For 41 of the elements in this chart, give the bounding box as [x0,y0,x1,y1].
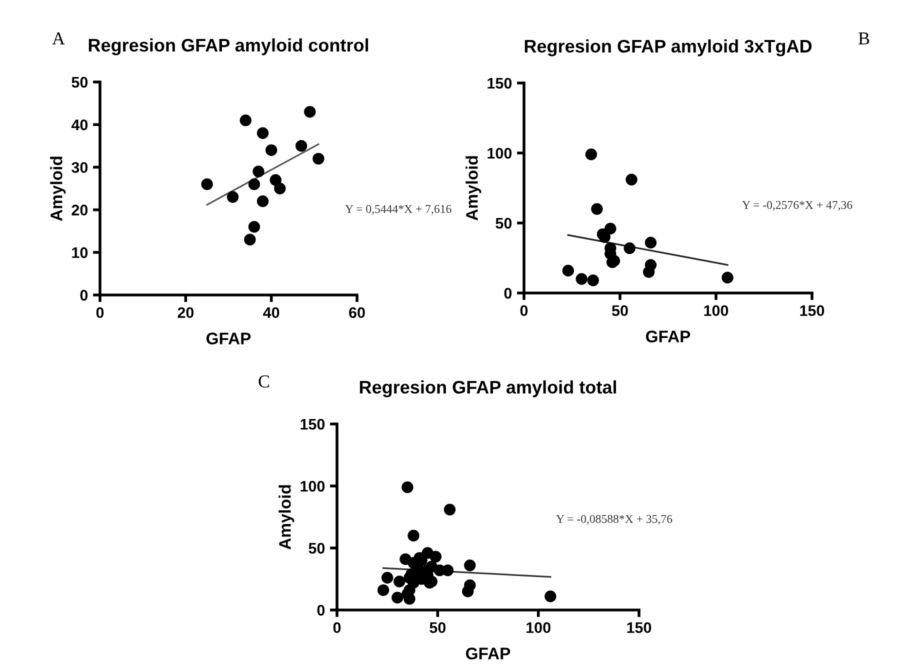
annotation: Y = -0,08588*X + 35,76 [556,514,672,525]
x-tick-label: 0 [333,622,341,634]
x-axis-title: GFAP [646,330,690,342]
y-tick-label: 50 [308,542,325,554]
x-tick-label: 60 [349,307,365,318]
x-tick-label: 100 [704,305,728,316]
y-tick-label: 100 [300,480,325,492]
x-tick-label: 0 [520,305,528,316]
annotation: Y = 0,5444*X + 7,616 [345,204,452,215]
text: C [258,375,270,388]
y-tick-label: 150 [488,78,512,89]
x-tick-label: 20 [178,307,194,318]
annotation: Y = -0,2576*X + 47,36 [742,200,852,211]
y-tick-label: 40 [71,119,88,130]
y-tick-label: 100 [488,148,512,159]
y-tick-label: 0 [504,288,512,299]
x-tick-label: 50 [430,622,446,634]
x-tick-label: 40 [263,307,280,318]
y-tick-label: 30 [72,162,88,173]
y-axis-title: Amyloid [466,156,482,220]
y-tick-label: 0 [80,290,88,301]
y-tick-label: 10 [72,247,88,258]
x-tick-label: 100 [526,622,550,634]
y-tick-label: 20 [72,204,88,216]
x-tick-label: 50 [612,305,628,316]
chart-title: Regresion GFAP amyloid control [88,38,368,56]
y-tick-label: 50 [72,76,88,88]
text: A [52,32,65,44]
x-axis-title: GFAP [206,332,251,344]
chart-title: Regresion GFAP amyloid 3xTgAD [524,39,812,56]
x-axis-title: GFAP [466,648,510,660]
y-tick-label: 50 [496,218,512,229]
x-tick-label: 0 [96,307,104,318]
y-tick-label: 0 [317,604,325,616]
y-tick-label: 150 [300,418,325,430]
chart-title: Regresion GFAP amyloid total [360,380,616,398]
x-tick-label: 150 [800,305,824,316]
x-tick-label: 150 [627,622,652,634]
y-axis-title: Amyloid [50,156,66,221]
y-axis-title: Amyloid [278,485,294,550]
text: B [858,32,870,44]
